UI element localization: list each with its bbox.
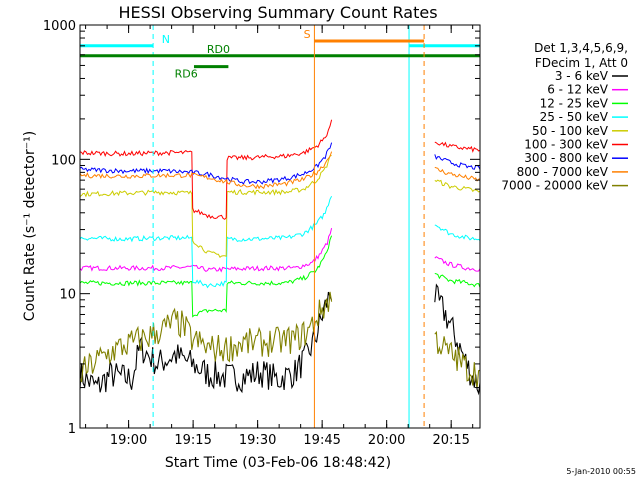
legend-header-line: Det 1,3,4,5,6,9, [534, 41, 628, 55]
x-tick-label: 20:00 [368, 433, 405, 448]
plot-frame [79, 24, 481, 429]
legend-entry-100-300-kev: 100 - 300 keV [524, 138, 608, 152]
axis-layer: 19:00 19:15 19:30 19:45 20:00 20:15 1 10 100 1000 [43, 19, 480, 448]
series-line-100-300-kev [79, 119, 481, 220]
chart-title: HESSI Observing Summary Count Rates [118, 3, 437, 22]
legend-entry-300-800-kev: 300 - 800 keV [524, 151, 608, 165]
flag-label-s: S [304, 28, 311, 41]
series-line-3-6-kev [79, 283, 481, 396]
x-tick-label: 19:45 [303, 433, 340, 448]
legend-entry-6-12-kev: 6 - 12 keV [547, 83, 609, 97]
legend-entry-3-6-kev: 3 - 6 keV [555, 69, 609, 83]
data-layer [79, 119, 481, 396]
render-timestamp: 5-Jan-2010 00:55 [566, 467, 636, 476]
y-axis-label: Count Rate (s⁻¹ detector⁻¹) [22, 131, 38, 321]
series-line-800-7000-kev [79, 151, 481, 190]
x-tick-label: 19:30 [239, 433, 276, 448]
series-line-25-50-kev [79, 195, 481, 289]
x-tick-label: 19:00 [110, 433, 147, 448]
legend-entry-7000-20000-kev: 7000 - 20000 keV [501, 179, 608, 193]
x-tick-label: 20:15 [432, 433, 469, 448]
legend: Det 1,3,4,5,6,9,FDecim 1, Att 03 - 6 keV… [501, 41, 628, 193]
flag-label-n: N [162, 33, 170, 46]
series-line-12-25-kev [79, 235, 481, 318]
legend-entry-12-25-kev: 12 - 25 keV [540, 96, 609, 110]
series-line-300-800-kev [79, 142, 481, 185]
series-line-7000-20000-kev [79, 291, 481, 388]
flag-label-rd6: RD6 [175, 68, 198, 81]
y-tick-label: 10 [59, 288, 76, 303]
flag-label-rd0: RD0 [207, 43, 230, 56]
legend-entry-25-50-kev: 25 - 50 keV [540, 110, 609, 124]
legend-entry-800-7000-kev: 800 - 7000 keV [517, 165, 609, 179]
y-tick-label: 100 [51, 153, 76, 168]
x-tick-label: 19:15 [174, 433, 211, 448]
y-tick-label: 1 [68, 422, 76, 437]
legend-header-line: FDecim 1, Att 0 [535, 56, 628, 70]
x-axis-label: Start Time (03-Feb-06 18:48:42) [165, 455, 391, 471]
legend-entry-50-100-kev: 50 - 100 keV [532, 124, 609, 138]
series-line-6-12-kev [79, 227, 481, 273]
series-line-50-100-kev [79, 155, 481, 258]
y-tick-label: 1000 [43, 19, 76, 34]
